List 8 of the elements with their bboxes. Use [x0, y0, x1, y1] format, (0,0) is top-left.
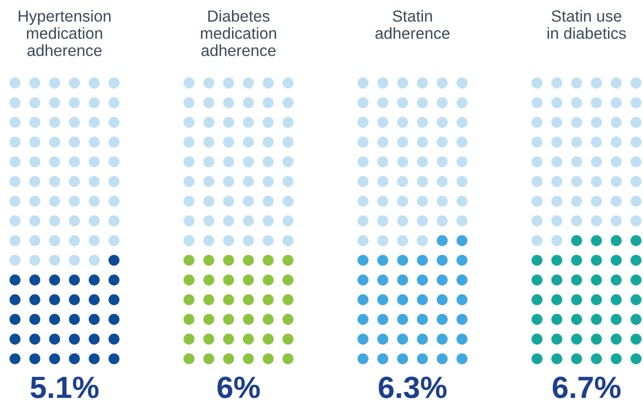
- data-label: 6.7%: [552, 376, 621, 398]
- category-label: Statin use in diabetics: [548, 10, 626, 39]
- data-label: 6%: [218, 376, 260, 398]
- data-label: 5.1%: [30, 376, 99, 398]
- category-label: Hypertension medication adherence: [18, 10, 111, 56]
- category-label: Statin adherence: [375, 10, 450, 39]
- data-label: 6.3%: [378, 376, 447, 398]
- category-label: Diabetes medication adherence: [200, 10, 276, 56]
